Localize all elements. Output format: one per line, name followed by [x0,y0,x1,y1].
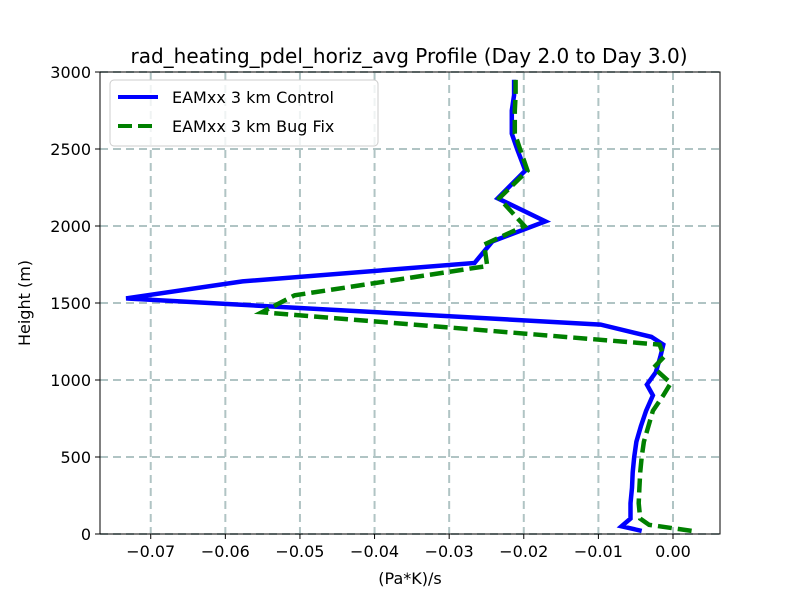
y-tick-label: 1000 [50,371,91,390]
y-tick-label: 2000 [50,217,91,236]
legend-label-bug-fix: EAMxx 3 km Bug Fix [172,117,334,136]
legend-box [109,79,379,147]
x-tick-label: −0.04 [350,542,399,561]
y-tick-label: 3000 [50,63,91,82]
series-line-bug-fix [253,79,692,534]
axis-ticks: −0.07 −0.06 −0.05 −0.04 −0.03 −0.02 −0.01 0.00 0… [50,63,691,561]
x-tick-label: −0.05 [275,542,324,561]
chart-title: rad_heating_pdel_horiz_avg Profile (Day … [130,44,687,68]
x-tick-label: −0.01 [574,542,623,561]
legend: EAMxx 3 km Control EAMxx 3 km Bug Fix [109,79,379,147]
x-axis-label: (Pa*K)/s [378,569,441,588]
y-tick-label: 2500 [50,140,91,159]
x-tick-label: −0.03 [425,542,474,561]
y-axis-label: Height (m) [15,260,34,346]
x-tick-label: −0.02 [499,542,548,561]
x-tick-label: −0.07 [126,542,175,561]
series-lines [125,79,692,534]
x-tick-label: 0.00 [655,542,691,561]
series-line-control [125,79,666,534]
y-tick-label: 500 [60,448,91,467]
y-tick-label: 0 [81,525,91,544]
legend-label-control: EAMxx 3 km Control [172,88,334,107]
y-tick-label: 1500 [50,294,91,313]
grid [100,71,720,535]
x-tick-label: −0.06 [201,542,250,561]
